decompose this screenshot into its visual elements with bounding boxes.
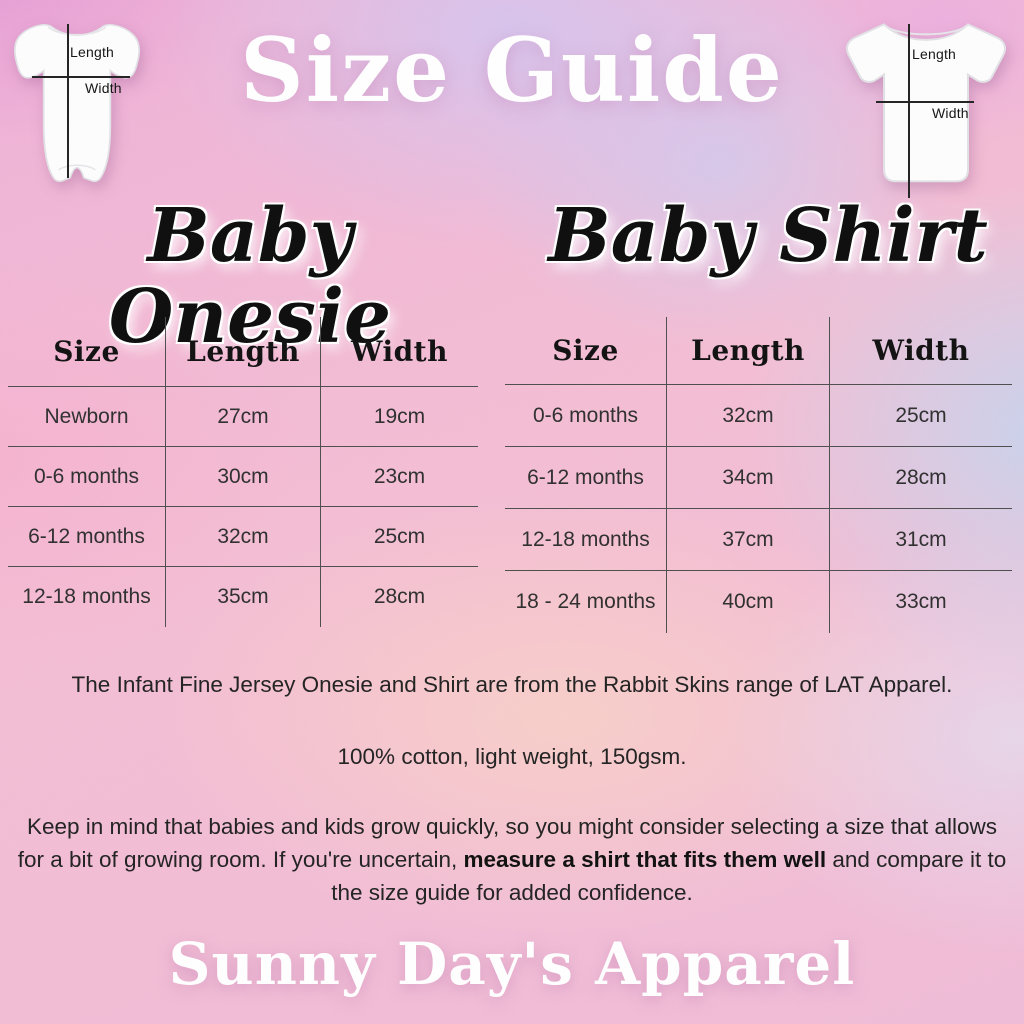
width-cell: 33cm <box>895 590 947 613</box>
advice-text-bold: measure a shirt that fits them well <box>463 847 827 872</box>
size-cell: 0-6 months <box>8 447 166 507</box>
size-cell: 0-6 months <box>505 385 667 447</box>
header-width: Width <box>830 317 1012 385</box>
note-materials: The Infant Fine Jersey Onesie and Shirt … <box>71 672 953 697</box>
size-cell: 6-12 months <box>505 447 667 509</box>
length-cell: 35cm <box>166 567 321 627</box>
length-cell: 27cm <box>166 387 321 447</box>
length-cell: 30cm <box>166 447 321 507</box>
width-cell: 28cm <box>373 585 426 608</box>
length-cell: 34cm <box>667 447 830 509</box>
page-title: Size Guide <box>240 18 784 122</box>
header-size: Size <box>8 317 166 387</box>
note-fabric: 100% cotton, light weight, 150gsm. <box>337 744 687 769</box>
width-cell: 19cm <box>321 387 478 447</box>
brand-name: Sunny Day's Apparel <box>168 930 856 998</box>
length-cell: 40cm <box>667 571 830 633</box>
header-length: Length <box>166 317 321 387</box>
size-cell: Newborn <box>8 387 166 447</box>
width-cell: 28cm <box>830 447 1012 509</box>
size-cell: 12-18 months <box>8 567 166 627</box>
size-cell: 18 - 24 months <box>505 571 667 633</box>
length-cell: 37cm <box>667 509 830 571</box>
width-cell: 25cm <box>321 507 478 567</box>
note-advice: Keep in mind that babies and kids grow q… <box>17 810 1007 909</box>
shirt-size-table: Size Length Width 0-6 months 32cm 25cm 6… <box>505 317 1012 633</box>
header-width: Width <box>321 317 478 387</box>
length-cell: 32cm <box>166 507 321 567</box>
size-cell: 12-18 months <box>505 509 667 571</box>
width-cell: 23cm <box>321 447 478 507</box>
width-cell: 31cm <box>830 509 1012 571</box>
size-cell: 6-12 months <box>8 507 166 567</box>
width-cell: 25cm <box>830 385 1012 447</box>
header-length: Length <box>667 317 830 385</box>
shirt-section-title: Baby Shirt <box>548 193 988 279</box>
header-size: Size <box>505 317 667 385</box>
onesie-size-table: Size Length Width Newborn 27cm 19cm 0-6 … <box>8 317 478 627</box>
length-cell: 32cm <box>667 385 830 447</box>
